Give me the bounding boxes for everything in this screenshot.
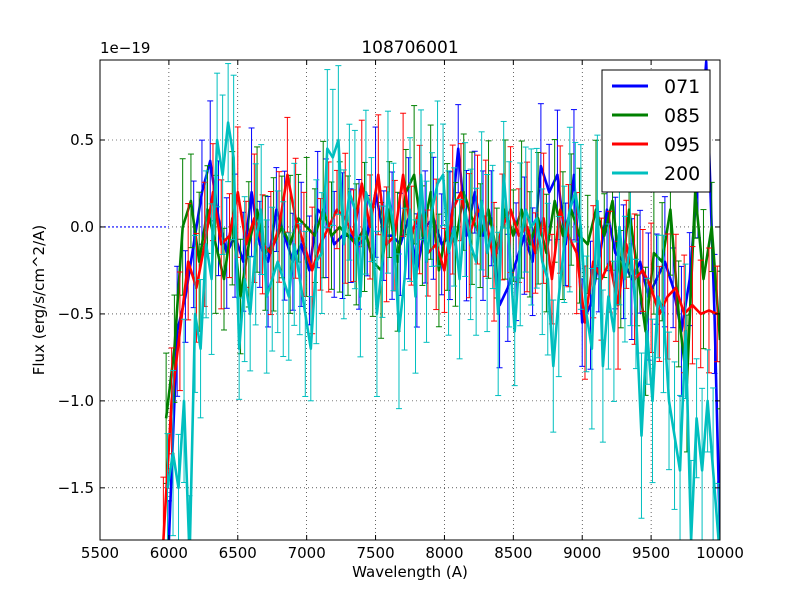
x-tick-label: 9500 bbox=[632, 544, 670, 562]
y-tick-label: 0.5 bbox=[70, 131, 94, 149]
y-tick-label: −1.0 bbox=[58, 392, 94, 410]
series-line-200 bbox=[166, 121, 720, 540]
series-085 bbox=[163, 105, 720, 484]
tick-layer: 5500 6000 6500 7000 7500 8000 8500 9000 9500 1000… bbox=[58, 60, 744, 562]
series-line-085 bbox=[164, 173, 720, 419]
legend-label-200: 200 bbox=[664, 163, 700, 185]
x-tick-label: 8500 bbox=[494, 544, 532, 562]
legend-label-095: 095 bbox=[664, 134, 700, 156]
x-tick-label: 9000 bbox=[563, 544, 601, 562]
x-tick-label: 7000 bbox=[288, 544, 326, 562]
x-tick-label: 6500 bbox=[219, 544, 257, 562]
y-tick-label: −0.5 bbox=[58, 305, 94, 323]
chart-title: 108706001 bbox=[361, 38, 458, 58]
plot-frame bbox=[99, 59, 721, 541]
x-tick-label: 5500 bbox=[81, 544, 119, 562]
y-tick-label: 0.0 bbox=[70, 218, 94, 236]
legend-label-085: 085 bbox=[664, 105, 700, 127]
x-tick-label: 6000 bbox=[150, 544, 188, 562]
x-axis-label: Wavelength (A) bbox=[352, 563, 468, 581]
legend-label-071: 071 bbox=[664, 76, 700, 98]
y-offset-label: 1e−19 bbox=[100, 39, 150, 57]
y-tick-label: −1.5 bbox=[58, 479, 94, 497]
x-tick-label: 7500 bbox=[356, 544, 394, 562]
series-200 bbox=[164, 63, 720, 540]
y-axis-label: Flux (erg/s/cm^2/A) bbox=[30, 225, 48, 376]
legend: 071 085 095 200 bbox=[601, 69, 711, 193]
x-tick-label: 8000 bbox=[425, 544, 463, 562]
data-layer bbox=[100, 60, 720, 540]
x-tick-label: 10000 bbox=[696, 544, 744, 562]
